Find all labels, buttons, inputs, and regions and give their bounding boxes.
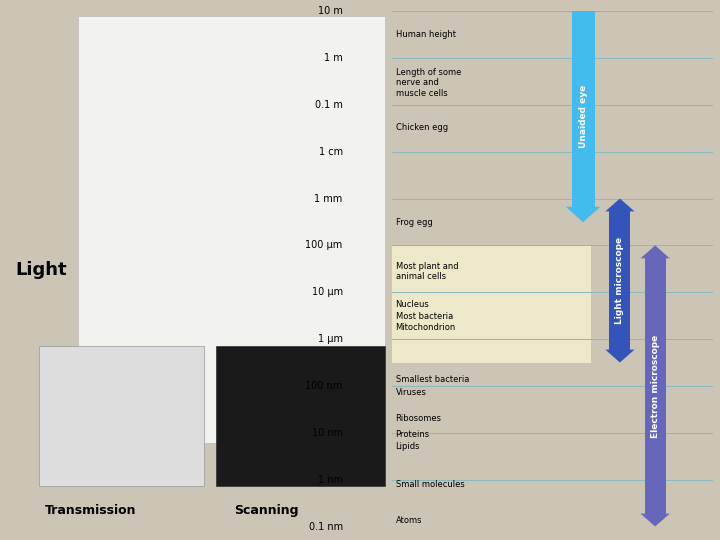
Text: Transmission: Transmission: [45, 504, 136, 517]
Text: 100 μm: 100 μm: [305, 240, 343, 251]
Text: Atoms: Atoms: [395, 516, 422, 525]
Text: Length of some
nerve and
muscle cells: Length of some nerve and muscle cells: [395, 68, 461, 98]
Bar: [644, 258, 665, 514]
Text: Smallest bacteria: Smallest bacteria: [395, 375, 469, 384]
Bar: [392, 246, 591, 362]
Text: Unaided eye: Unaided eye: [579, 85, 588, 148]
Text: 1 mm: 1 mm: [315, 193, 343, 204]
Bar: [78, 16, 384, 443]
Text: Most plant and
animal cells: Most plant and animal cells: [395, 261, 458, 281]
Bar: [609, 211, 630, 349]
Text: Chicken egg: Chicken egg: [395, 123, 448, 132]
Text: Scanning: Scanning: [235, 504, 299, 517]
Text: Nucleus: Nucleus: [395, 300, 429, 309]
Text: Human height: Human height: [395, 30, 456, 38]
Text: 10 nm: 10 nm: [312, 428, 343, 437]
Bar: [572, 11, 595, 207]
Text: Viruses: Viruses: [395, 388, 426, 397]
FancyArrow shape: [606, 199, 634, 211]
Text: Light: Light: [16, 261, 68, 279]
Text: Most bacteria: Most bacteria: [395, 312, 453, 321]
FancyArrow shape: [641, 514, 670, 526]
Text: Mitochondrion: Mitochondrion: [395, 323, 456, 333]
Bar: [216, 346, 384, 486]
Text: Light microscope: Light microscope: [616, 237, 624, 324]
Text: Small molecules: Small molecules: [395, 480, 464, 489]
Text: Ribosomes: Ribosomes: [395, 414, 441, 423]
Text: 1 nm: 1 nm: [318, 475, 343, 484]
FancyArrow shape: [606, 349, 634, 362]
Text: 0.1 nm: 0.1 nm: [309, 522, 343, 531]
Text: 1 μm: 1 μm: [318, 334, 343, 344]
Text: Lipids: Lipids: [395, 442, 420, 451]
Text: 100 nm: 100 nm: [305, 381, 343, 391]
Text: 0.1 m: 0.1 m: [315, 100, 343, 110]
Text: Proteins: Proteins: [395, 430, 430, 439]
Text: Electron microscope: Electron microscope: [651, 334, 660, 437]
Text: 10 μm: 10 μm: [312, 287, 343, 297]
Text: 10 m: 10 m: [318, 6, 343, 16]
Bar: [40, 346, 204, 486]
FancyArrow shape: [566, 207, 600, 222]
Text: 1 cm: 1 cm: [319, 146, 343, 157]
FancyArrow shape: [641, 246, 670, 258]
Text: 1 m: 1 m: [324, 53, 343, 63]
Text: Frog egg: Frog egg: [395, 218, 432, 227]
